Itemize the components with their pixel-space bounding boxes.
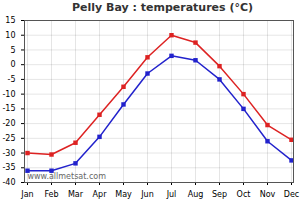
- svg-text:Aug: Aug: [188, 190, 204, 199]
- svg-text:-30: -30: [2, 149, 15, 158]
- svg-text:-5: -5: [8, 75, 16, 84]
- svg-text:15: 15: [5, 16, 15, 25]
- svg-text:Nov: Nov: [260, 190, 276, 199]
- svg-text:10: 10: [5, 31, 15, 40]
- svg-text:May: May: [115, 190, 132, 199]
- svg-text:Oct: Oct: [237, 190, 251, 199]
- svg-text:-35: -35: [2, 163, 15, 172]
- svg-text:-15: -15: [2, 104, 15, 113]
- svg-text:5: 5: [10, 46, 15, 55]
- html-text:Pelly Bay : temperatures (°C): Pelly Bay : temperatures (°C): [71, 1, 253, 14]
- svg-text:Apr: Apr: [93, 190, 108, 199]
- svg-text:-25: -25: [2, 134, 15, 143]
- svg-text:www.allmetsat.com: www.allmetsat.com: [28, 172, 107, 181]
- svg-text:0: 0: [10, 60, 15, 69]
- svg-text:Jun: Jun: [140, 190, 154, 199]
- svg-text:-40: -40: [2, 178, 15, 187]
- svg-text:Mar: Mar: [68, 190, 84, 199]
- svg-text:-10: -10: [2, 90, 15, 99]
- svg-text:Feb: Feb: [44, 190, 58, 199]
- svg-text:Jul: Jul: [166, 190, 177, 199]
- svg-text:-20: -20: [2, 119, 15, 128]
- svg-text:Jan: Jan: [20, 190, 33, 199]
- svg-text:Dec: Dec: [284, 190, 299, 199]
- svg-text:Sep: Sep: [212, 190, 227, 199]
